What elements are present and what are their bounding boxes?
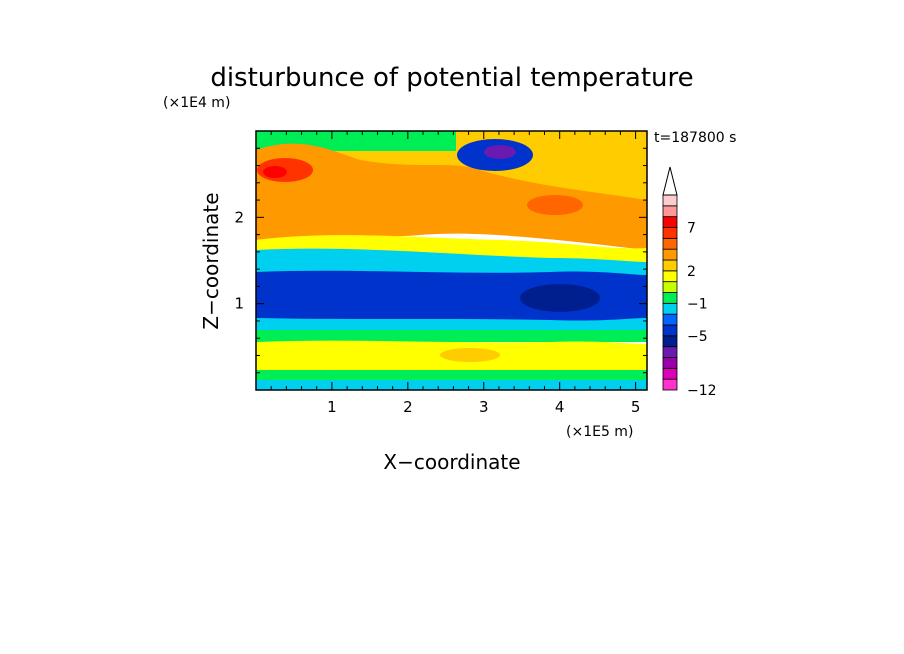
colorbar-segment: [662, 335, 678, 348]
colorbar-segment: [662, 205, 678, 218]
axis-ticks: 1 2 3 4 5 1 2: [234, 131, 647, 416]
colorbar-segment: [662, 216, 678, 228]
y-unit-label: (×1E4 m): [163, 95, 230, 111]
field-bottom-cyan: [256, 380, 647, 390]
field-cold-spot-core: [484, 145, 516, 159]
colorbar-segment: [662, 292, 678, 304]
x-tick-label: 2: [403, 398, 413, 416]
colorbar-segment: [662, 270, 678, 283]
x-unit-label: (×1E5 m): [566, 424, 633, 440]
colorbar-segment: [662, 324, 678, 337]
x-tick-label: 5: [631, 398, 641, 416]
x-tick-label: 1: [327, 398, 337, 416]
colorbar: 7 2 −1 −5 −12: [662, 166, 717, 399]
x-tick-label: 4: [555, 398, 565, 416]
colorbar-segment: [662, 227, 678, 239]
colorbar-extension-arrow: [662, 166, 678, 196]
colorbar-label: −5: [687, 329, 708, 345]
field-lower-warm-spot: [440, 348, 500, 362]
colorbar-segment: [662, 194, 678, 207]
colorbar-segment: [662, 367, 678, 380]
colorbar-label: −1: [687, 296, 708, 312]
colorbar-segment: [662, 248, 678, 261]
y-tick-label: 2: [234, 208, 244, 226]
plot-frame: [255, 130, 648, 391]
field-lower-green: [256, 330, 647, 342]
field-hot-spot-core: [263, 166, 287, 178]
colorbar-segment: [662, 378, 678, 391]
colorbar-label: 7: [687, 221, 696, 237]
colorbar-segment: [662, 346, 678, 358]
colorbar-segment: [662, 357, 678, 369]
x-tick-label: 3: [479, 398, 489, 416]
colorbar-segment: [662, 302, 678, 315]
chart-title: disturbunce of potential temperature: [210, 63, 693, 93]
colorbar-segment: [662, 281, 678, 293]
colorbar-segment: [662, 313, 678, 326]
field-cold-core: [520, 284, 600, 312]
x-axis-label: X−coordinate: [383, 450, 520, 474]
colorbar-segment: [662, 259, 678, 272]
colorbar-segment: [662, 237, 678, 250]
y-axis-label: Z−coordinate: [199, 192, 223, 329]
colorbar-label: 2: [687, 264, 696, 280]
field-hot-spot-right: [527, 195, 583, 215]
colorbar-label: −12: [687, 383, 717, 399]
time-label: t=187800 s: [654, 130, 736, 146]
contour-field: [256, 131, 647, 390]
y-tick-label: 1: [234, 295, 244, 313]
field-warm-layer: [256, 143, 647, 250]
